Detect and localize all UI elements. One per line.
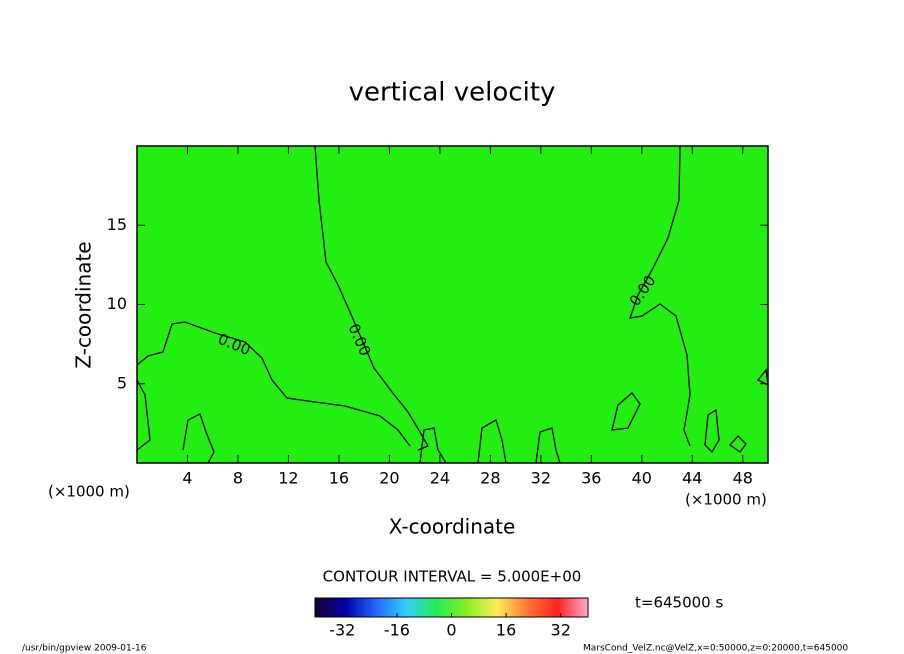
plot-area (137, 146, 768, 463)
time-label: t=645000 s (635, 594, 723, 612)
contour-line (535, 427, 561, 464)
contour-line (756, 368, 769, 387)
y-axis-label: Z-coordinate (72, 241, 96, 368)
x-tick-label: 24 (430, 469, 450, 488)
colorbar-tick-label: 16 (496, 621, 516, 640)
contour-line (477, 419, 507, 464)
contour-line (136, 379, 151, 451)
x-tick-label: 8 (233, 469, 243, 488)
colorbar-tick-label: -32 (329, 621, 355, 640)
contour-line (314, 145, 429, 451)
x-tick-label: 40 (632, 469, 652, 488)
x-axis-label: X-coordinate (389, 515, 516, 539)
x-unit: (×1000 m) (48, 483, 130, 501)
y-tick-label: 5 (117, 373, 127, 392)
contour-line (629, 145, 691, 447)
x-tick-label: 48 (733, 469, 753, 488)
x-tick-label: 36 (581, 469, 601, 488)
colorbar-tick-label: 32 (551, 621, 571, 640)
x-tick-label: 12 (278, 469, 298, 488)
colorbar-tick-label: 0 (446, 621, 456, 640)
contour-line (136, 321, 411, 447)
x-tick-label: 44 (682, 469, 702, 488)
x-unit: (×1000 m) (685, 491, 767, 509)
contour-line (704, 408, 720, 454)
contour-line (611, 392, 641, 431)
x-tick-label: 4 (182, 469, 192, 488)
contour-line (729, 435, 747, 453)
x-tick-label: 16 (329, 469, 349, 488)
x-tick-label: 32 (531, 469, 551, 488)
x-tick-label: 20 (379, 469, 399, 488)
x-tick-label: 28 (480, 469, 500, 488)
contour-line (419, 427, 447, 464)
y-tick-label: 10 (107, 294, 127, 313)
contour-lines (136, 145, 769, 464)
y-tick-label: 15 (107, 215, 127, 234)
contour-line (182, 413, 215, 464)
footer: /usr/bin/gpview 2009-01-16 (22, 644, 147, 654)
colorbar-tick-label: -16 (384, 621, 410, 640)
chart-title: vertical velocity (349, 78, 556, 108)
footer: MarsCond_VelZ.nc@VelZ,x=0:50000,z=0:2000… (583, 644, 848, 654)
contour-interval: CONTOUR INTERVAL = 5.000E+00 (323, 568, 582, 586)
